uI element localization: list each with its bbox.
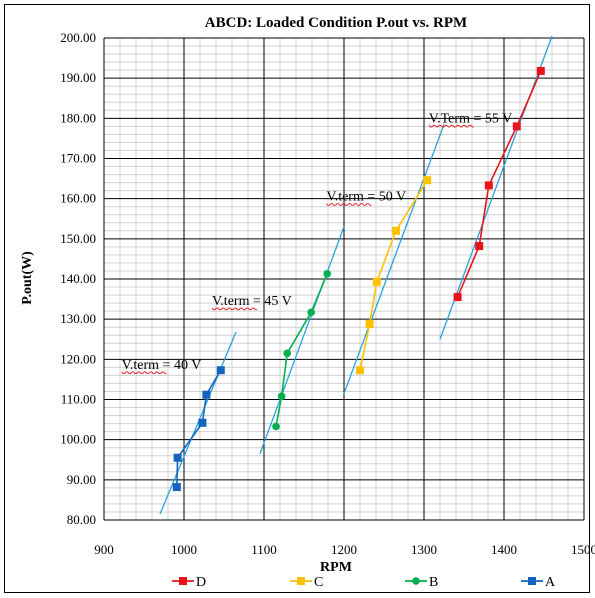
data-point-a bbox=[173, 453, 182, 462]
y-tick-label: 170.00 bbox=[60, 151, 96, 166]
legend-marker-a bbox=[528, 577, 536, 585]
legend-label-b: B bbox=[429, 575, 438, 590]
y-tick-label: 110.00 bbox=[61, 392, 96, 407]
legend-label-a: A bbox=[545, 575, 556, 590]
y-tick-label: 80.00 bbox=[67, 512, 96, 527]
data-point-b bbox=[283, 349, 292, 358]
x-tick-label: 1400 bbox=[491, 542, 517, 557]
annotation-label: V.term = 40 V bbox=[122, 358, 202, 373]
chart-title: ABCD: Loaded Condition P.out vs. RPM bbox=[205, 15, 467, 31]
data-point-a bbox=[198, 418, 207, 427]
series-markers bbox=[172, 66, 545, 492]
x-axis-title: RPM bbox=[320, 560, 352, 575]
data-point-b bbox=[272, 422, 280, 431]
major-gridlines bbox=[103, 37, 585, 521]
y-tick-label: 120.00 bbox=[60, 351, 96, 366]
trendline-c bbox=[343, 124, 445, 394]
x-tick-label: 900 bbox=[94, 542, 114, 557]
annotations: V.term = 40 V V.term = 45 V V.term = 50 V V… bbox=[121, 111, 512, 375]
legend-marker-d bbox=[179, 577, 187, 585]
data-point-d bbox=[484, 181, 493, 190]
x-axis-tick-labels: 900 1000 1100 1200 1300 1400 1500 bbox=[94, 542, 595, 557]
annotation-label: V.term = 50 V bbox=[326, 190, 406, 205]
x-tick-label: 1300 bbox=[411, 542, 437, 557]
y-tick-label: 100.00 bbox=[60, 432, 96, 447]
data-point-a bbox=[216, 366, 225, 375]
annotation-spellcheck-underline bbox=[211, 307, 257, 311]
trendline-b bbox=[259, 226, 345, 454]
x-tick-label: 1100 bbox=[251, 542, 277, 557]
data-point-c bbox=[392, 226, 400, 235]
trendline-a bbox=[159, 331, 237, 515]
data-point-c bbox=[356, 366, 364, 375]
annotation-spellcheck-underline bbox=[326, 203, 372, 206]
data-point-d bbox=[475, 242, 484, 251]
y-tick-label: 140.00 bbox=[60, 271, 96, 286]
y-tick-label: 150.00 bbox=[60, 231, 96, 246]
data-point-a bbox=[202, 390, 211, 399]
legend-label-c: C bbox=[314, 575, 323, 590]
legend-marker-b bbox=[412, 577, 420, 585]
data-point-d bbox=[536, 66, 545, 75]
annotation-spellcheck-underline bbox=[428, 124, 474, 128]
legend-marker-c bbox=[297, 577, 305, 585]
y-tick-label: 200.00 bbox=[60, 30, 96, 45]
data-point-d bbox=[512, 122, 521, 131]
data-point-b bbox=[307, 308, 316, 317]
y-tick-label: 160.00 bbox=[60, 191, 96, 206]
y-axis-tick-labels: 80.00 90.00 100.00 110.00 120.00 130.00 140.00… bbox=[60, 30, 96, 527]
data-point-a bbox=[172, 483, 181, 492]
y-tick-label: 130.00 bbox=[60, 311, 96, 326]
data-point-b bbox=[323, 269, 332, 278]
y-tick-label: 180.00 bbox=[60, 110, 96, 125]
annotation-label: V.Term = 55 V bbox=[429, 111, 512, 126]
annotation-spellcheck-underline bbox=[121, 371, 167, 375]
data-point-c bbox=[372, 277, 381, 286]
data-point-c bbox=[365, 319, 374, 328]
y-axis-title: P.out(W) bbox=[20, 251, 35, 305]
data-point-c bbox=[423, 176, 432, 185]
annotation-label: V.term = 45 V bbox=[212, 294, 292, 309]
data-point-d bbox=[453, 293, 462, 302]
x-tick-label: 1000 bbox=[171, 542, 197, 557]
y-tick-label: 90.00 bbox=[67, 472, 96, 487]
x-tick-label: 1200 bbox=[331, 542, 357, 557]
y-tick-label: 190.00 bbox=[60, 70, 96, 85]
legend-label-d: D bbox=[196, 575, 206, 590]
data-point-b bbox=[277, 392, 286, 401]
x-tick-label: 1500 bbox=[571, 542, 595, 557]
